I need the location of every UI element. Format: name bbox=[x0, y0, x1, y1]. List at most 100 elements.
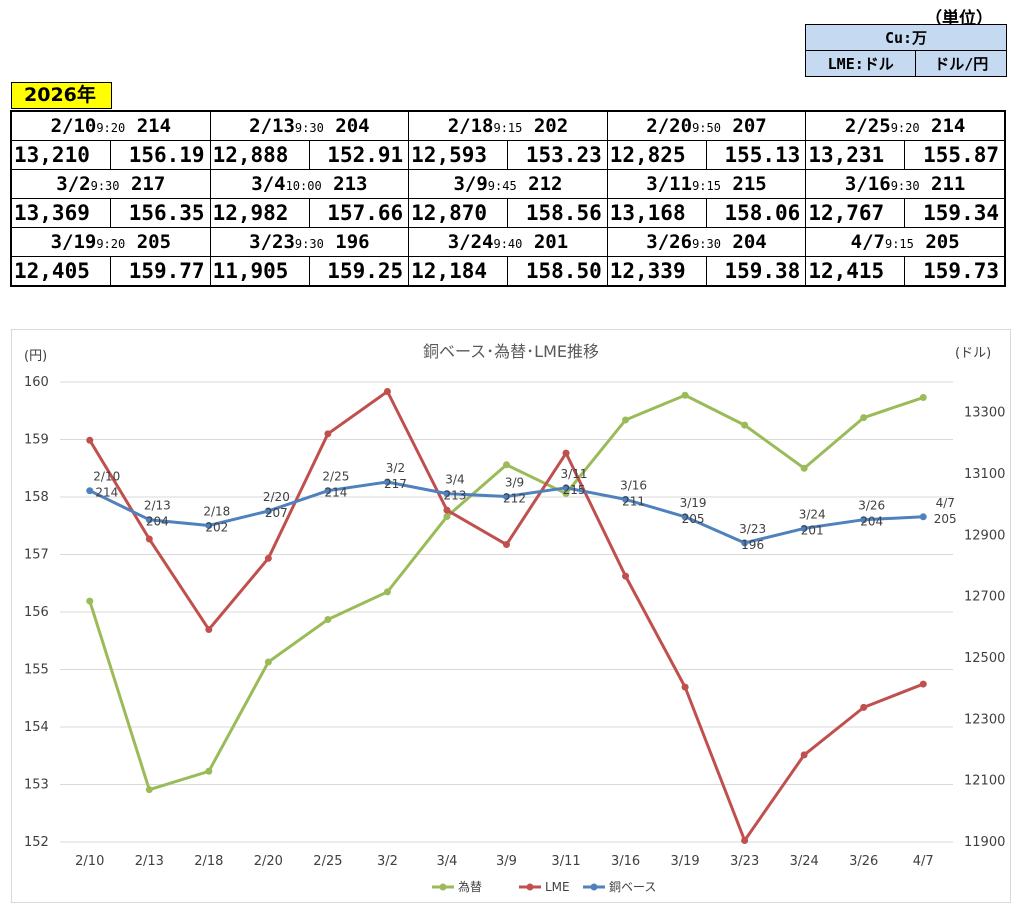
price-lme: 12,339 bbox=[606, 256, 707, 287]
data-label-date: 2/25 bbox=[322, 470, 349, 484]
data-label-date: 3/9 bbox=[505, 476, 524, 490]
y-right-axis-label: (ドル) bbox=[955, 346, 991, 361]
data-point bbox=[86, 487, 94, 495]
price-date-cell: 3/169:30 211 bbox=[805, 169, 1006, 199]
price-lme: 13,210 bbox=[10, 140, 111, 170]
data-point bbox=[800, 464, 808, 472]
price-lme: 11,905 bbox=[209, 256, 310, 287]
series-line bbox=[88, 393, 924, 792]
price-base: 211 bbox=[931, 173, 966, 195]
legend-label: 為替 bbox=[458, 880, 482, 894]
data-label-value: 202 bbox=[205, 521, 228, 535]
price-time: 9:20 bbox=[890, 121, 920, 135]
price-fx: 157.66 bbox=[308, 198, 410, 228]
price-base: 207 bbox=[732, 115, 767, 137]
data-label-value: 201 bbox=[801, 523, 824, 537]
price-date: 3/11 bbox=[646, 173, 693, 195]
data-label-value: 204 bbox=[860, 515, 883, 529]
x-tick-label: 3/4 bbox=[437, 854, 458, 869]
data-point bbox=[860, 703, 868, 711]
data-point bbox=[324, 487, 332, 495]
price-time: 9:20 bbox=[96, 121, 126, 135]
data-point bbox=[383, 588, 391, 596]
data-point bbox=[800, 751, 808, 759]
data-point bbox=[324, 615, 332, 623]
data-point bbox=[264, 507, 272, 515]
price-lme: 13,168 bbox=[606, 198, 707, 228]
price-date: 3/16 bbox=[844, 173, 891, 195]
data-label-value: 214 bbox=[95, 486, 118, 500]
price-date: 2/13 bbox=[249, 115, 295, 137]
price-base: 202 bbox=[533, 115, 569, 137]
x-tick-label: 4/7 bbox=[913, 854, 934, 869]
price-date-cell: 2/259:20 214 bbox=[805, 110, 1006, 141]
price-lme: 13,231 bbox=[805, 140, 906, 170]
chart-title: 銅ベース･為替･LME推移 bbox=[423, 342, 599, 361]
price-fx: 158.56 bbox=[507, 198, 608, 228]
data-label-date: 3/23 bbox=[739, 522, 766, 536]
data-point bbox=[383, 388, 391, 396]
price-date: 2/20 bbox=[646, 115, 693, 137]
price-base: 205 bbox=[925, 231, 960, 253]
price-date: 2/18 bbox=[447, 115, 494, 137]
price-fx: 158.06 bbox=[705, 198, 807, 228]
data-point bbox=[681, 683, 689, 691]
data-point bbox=[443, 490, 451, 498]
unit-col-lme: LME:ドル bbox=[804, 50, 917, 77]
price-lme: 12,405 bbox=[10, 256, 111, 287]
year-badge: 2026年 bbox=[11, 82, 112, 109]
price-lme: 12,982 bbox=[209, 198, 310, 228]
data-point bbox=[86, 597, 94, 605]
price-date: 3/9 bbox=[453, 173, 488, 195]
legend-label: LME bbox=[545, 880, 570, 894]
y-right-tick-label: 12100 bbox=[964, 774, 1005, 789]
price-fx: 159.34 bbox=[904, 198, 1006, 228]
price-date: 3/19 bbox=[50, 231, 97, 253]
data-label-value: 217 bbox=[384, 477, 407, 491]
price-time: 9:15 bbox=[884, 237, 914, 251]
data-point bbox=[145, 786, 153, 794]
price-time: 9:30 bbox=[692, 237, 721, 251]
legend-marker bbox=[526, 883, 534, 891]
price-lme: 12,767 bbox=[805, 198, 906, 228]
price-date-cell: 3/119:15 215 bbox=[606, 169, 807, 199]
price-date-cell: 3/410:00 213 bbox=[209, 169, 410, 199]
chart-container: 152 153 154 155 156 157 158 159 160 11900 12100 123… bbox=[11, 329, 1011, 903]
data-point bbox=[860, 414, 868, 422]
y-right-tick-label: 12300 bbox=[964, 712, 1005, 727]
data-label-date: 3/11 bbox=[561, 467, 588, 481]
y-left-tick-label: 155 bbox=[24, 663, 49, 678]
data-label-date: 3/19 bbox=[680, 496, 707, 510]
x-tick-label: 2/18 bbox=[194, 854, 223, 869]
data-label-value: 205 bbox=[934, 512, 957, 526]
price-date: 2/10 bbox=[50, 115, 97, 137]
y-left-tick-label: 153 bbox=[24, 778, 49, 793]
y-left-tick-label: 156 bbox=[24, 605, 49, 620]
x-tick-label: 3/19 bbox=[670, 854, 699, 869]
price-base: 213 bbox=[333, 173, 368, 195]
data-label-value: 214 bbox=[324, 486, 347, 500]
x-tick-label: 2/20 bbox=[254, 854, 283, 869]
data-point bbox=[503, 461, 510, 469]
data-point bbox=[622, 572, 630, 580]
price-fx: 158.50 bbox=[507, 256, 608, 287]
price-fx: 159.73 bbox=[904, 256, 1006, 287]
price-time: 9:40 bbox=[493, 237, 523, 251]
x-tick-label: 3/11 bbox=[551, 854, 580, 869]
price-time: 9:50 bbox=[692, 121, 721, 135]
price-date: 2/25 bbox=[844, 115, 891, 137]
unit-col-fx: ドル/円 bbox=[915, 50, 1007, 77]
price-fx: 159.38 bbox=[705, 256, 807, 287]
y-left-tick-label: 160 bbox=[24, 375, 49, 390]
y-left-tick-label: 159 bbox=[24, 433, 49, 448]
price-time: 9:30 bbox=[90, 179, 120, 193]
data-point bbox=[919, 394, 927, 402]
data-point bbox=[503, 541, 510, 549]
price-base: 215 bbox=[732, 173, 767, 195]
data-point bbox=[145, 535, 153, 543]
data-label-date: 3/4 bbox=[445, 473, 464, 487]
data-label-date: 3/26 bbox=[858, 499, 885, 513]
data-point bbox=[681, 391, 689, 399]
data-label-value: 213 bbox=[444, 489, 467, 503]
price-fx: 152.91 bbox=[308, 140, 410, 170]
